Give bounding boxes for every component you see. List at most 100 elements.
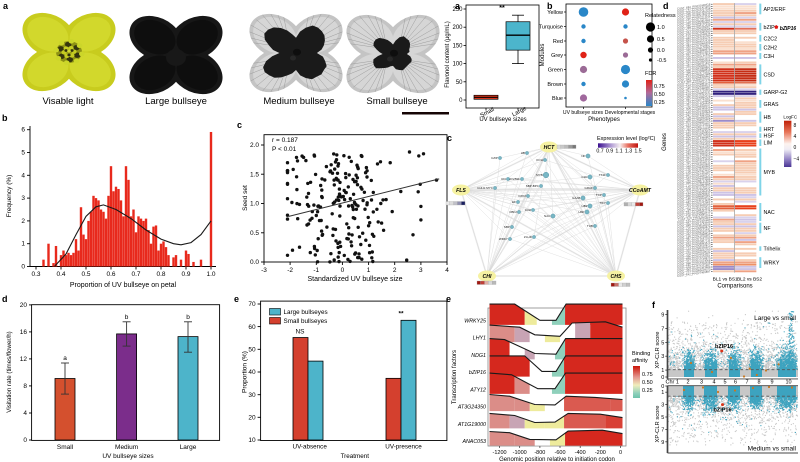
svg-text:CUST_456_PI4237232073: CUST_456_PI4237232073	[677, 92, 711, 101]
svg-text:1.0: 1.0	[657, 25, 665, 31]
svg-text:8: 8	[757, 380, 760, 386]
svg-text:C2C2: C2C2	[518, 194, 526, 198]
svg-text:CUST_951_PI4267455657: CUST_951_PI4267455657	[677, 171, 711, 180]
svg-text:Visitation rate (times/flower/: Visitation rate (times/flower/h)	[6, 331, 13, 412]
svg-text:Frequency (%): Frequency (%)	[6, 175, 13, 218]
svg-text:**: **	[398, 311, 404, 318]
svg-text:CUST_982_PI4235313938: CUST_982_PI4235313938	[677, 197, 711, 206]
svg-text:SBP-BPC: SBP-BPC	[526, 184, 540, 188]
svg-text:CUST_195_PI4226059521: CUST_195_PI4226059521	[677, 83, 711, 92]
svg-text:MYB: MYB	[536, 173, 543, 177]
svg-text:1: 1	[367, 267, 371, 274]
svg-text:CUST_131_PI4212197700: CUST_131_PI4212197700	[677, 236, 711, 245]
svg-text:CUST_731_PI4277564377: CUST_731_PI4277564377	[677, 16, 711, 25]
svg-text:0.50: 0.50	[642, 380, 653, 386]
svg-text:CUST_908_PI4258058157: CUST_908_PI4258058157	[677, 103, 711, 112]
svg-text:5: 5	[661, 340, 664, 346]
svg-text:CCoAMT: CCoAMT	[629, 188, 652, 194]
svg-text:Modules: Modules	[540, 44, 546, 67]
svg-text:Genes: Genes	[662, 133, 668, 151]
svg-text:CUST_523_PI4213111154: CUST_523_PI4213111154	[677, 213, 711, 222]
svg-text:CUST_738_PI4233150505: CUST_738_PI4233150505	[677, 166, 711, 175]
svg-text:CUST_716_PI4247812289: CUST_716_PI4247812289	[677, 139, 711, 148]
svg-text:TT4F: TT4F	[599, 173, 606, 177]
svg-text:-2: -2	[287, 267, 293, 274]
svg-text:70: 70	[248, 301, 256, 308]
svg-text:GAAB: GAAB	[572, 196, 580, 200]
svg-text:bHLH-MYC: bHLH-MYC	[478, 186, 494, 190]
svg-text:3: 3	[419, 267, 423, 274]
svg-text:bZIP: bZIP	[492, 156, 498, 160]
svg-text:a: a	[3, 1, 9, 11]
svg-text:CUST_877_PI4263299100: CUST_877_PI4263299100	[677, 155, 711, 164]
svg-text:CUST_200_PI4255518032: CUST_200_PI4255518032	[677, 249, 711, 258]
svg-text:CUST_226_PI4297712816: CUST_226_PI4297712816	[677, 51, 711, 60]
svg-text:CUST_968_PI4288298837: CUST_968_PI4288298837	[677, 191, 711, 200]
svg-text:UV-absence: UV-absence	[293, 444, 328, 451]
svg-text:CUST_840_PI4252323025: CUST_840_PI4252323025	[677, 128, 711, 137]
svg-text:c: c	[237, 120, 242, 130]
svg-text:CUST_703_PI4282345229: CUST_703_PI4282345229	[677, 105, 711, 114]
svg-text:5: 5	[723, 380, 726, 386]
svg-text:1.3: 1.3	[625, 149, 632, 155]
svg-text:3: 3	[661, 403, 664, 409]
svg-text:HB: HB	[764, 115, 772, 121]
svg-text:4: 4	[445, 267, 449, 274]
svg-text:10: 10	[785, 380, 791, 386]
svg-text:60: 60	[248, 324, 256, 331]
svg-text:2: 2	[393, 267, 397, 274]
svg-text:CUST_936_PI4247217348: CUST_936_PI4247217348	[677, 7, 711, 16]
svg-text:NAC: NAC	[764, 210, 775, 216]
svg-text:CUST_133_PI4258932888: CUST_133_PI4258932888	[677, 72, 711, 81]
svg-text:CUST_987_PI4235882328: CUST_987_PI4235882328	[677, 94, 711, 103]
svg-text:CUST_993_PI4294209462: CUST_993_PI4294209462	[677, 74, 711, 83]
svg-text:8: 8	[794, 123, 797, 129]
svg-text:AT1G19000: AT1G19000	[457, 422, 486, 428]
svg-text:CUST_523_PI4251508096: CUST_523_PI4251508096	[677, 27, 711, 36]
svg-text:CUST_733_PI4254150973: CUST_733_PI4254150973	[677, 242, 711, 251]
svg-text:GRAF: GRAF	[585, 186, 594, 190]
svg-text:CUST_220_PI4236659513: CUST_220_PI4236659513	[677, 195, 711, 204]
svg-text:Green: Green	[548, 68, 563, 74]
svg-text:CUST_910_PI4284689876: CUST_910_PI4284689876	[677, 224, 711, 233]
svg-text:r = 0.187: r = 0.187	[272, 137, 298, 144]
svg-text:2: 2	[686, 380, 689, 386]
svg-text:CUST_869_PI4270378351: CUST_869_PI4270378351	[677, 254, 711, 263]
svg-text:0: 0	[661, 375, 664, 381]
svg-text:CUST_427_PI4210855354: CUST_427_PI4210855354	[677, 58, 711, 67]
svg-text:TIFY: TIFY	[599, 201, 606, 205]
svg-text:Treatment: Treatment	[341, 453, 370, 460]
svg-text:Visable light: Visable light	[42, 96, 93, 107]
svg-text:Trihelix: Trihelix	[764, 247, 781, 253]
svg-text:1: 1	[21, 241, 25, 248]
svg-text:CUST_377_PI4237139873: CUST_377_PI4237139873	[677, 256, 711, 265]
svg-text:0.25: 0.25	[642, 388, 653, 394]
svg-text:0.7: 0.7	[131, 271, 140, 278]
svg-text:0: 0	[341, 267, 345, 274]
svg-text:e: e	[234, 294, 239, 304]
svg-text:NF: NF	[581, 154, 585, 158]
svg-text:0.8: 0.8	[156, 271, 165, 278]
svg-text:d: d	[2, 294, 8, 304]
svg-text:4: 4	[712, 380, 715, 386]
svg-text:AP2/ERF: AP2/ERF	[764, 7, 787, 13]
svg-text:CUST_497_PI4212755816: CUST_497_PI4212755816	[677, 153, 711, 162]
svg-text:BL1 vs BS1: BL1 vs BS1	[713, 277, 738, 283]
svg-text:LIM: LIM	[764, 141, 773, 147]
svg-text:HB: HB	[521, 151, 525, 155]
svg-text:WRKY: WRKY	[764, 261, 780, 267]
svg-text:CUST_220_PI4217518817: CUST_220_PI4217518817	[677, 43, 711, 52]
svg-text:Small: Small	[57, 444, 74, 451]
svg-text:UV-presence: UV-presence	[385, 444, 422, 451]
svg-text:HSF: HSF	[578, 210, 584, 214]
svg-text:CUST_702_PI4238168104: CUST_702_PI4238168104	[677, 222, 711, 231]
svg-text:CUST_153_PI4291548234: CUST_153_PI4291548234	[677, 31, 711, 40]
svg-text:bZIP: bZIP	[764, 25, 776, 31]
svg-text:CUST_231_PI4254622763: CUST_231_PI4254622763	[677, 247, 711, 256]
svg-text:f: f	[652, 300, 656, 310]
svg-text:7: 7	[661, 326, 664, 332]
svg-text:-600: -600	[555, 450, 566, 456]
svg-text:9: 9	[770, 380, 773, 386]
svg-text:CUST_103_PI4217730550: CUST_103_PI4217730550	[677, 87, 711, 96]
svg-text:150: 150	[452, 43, 463, 49]
